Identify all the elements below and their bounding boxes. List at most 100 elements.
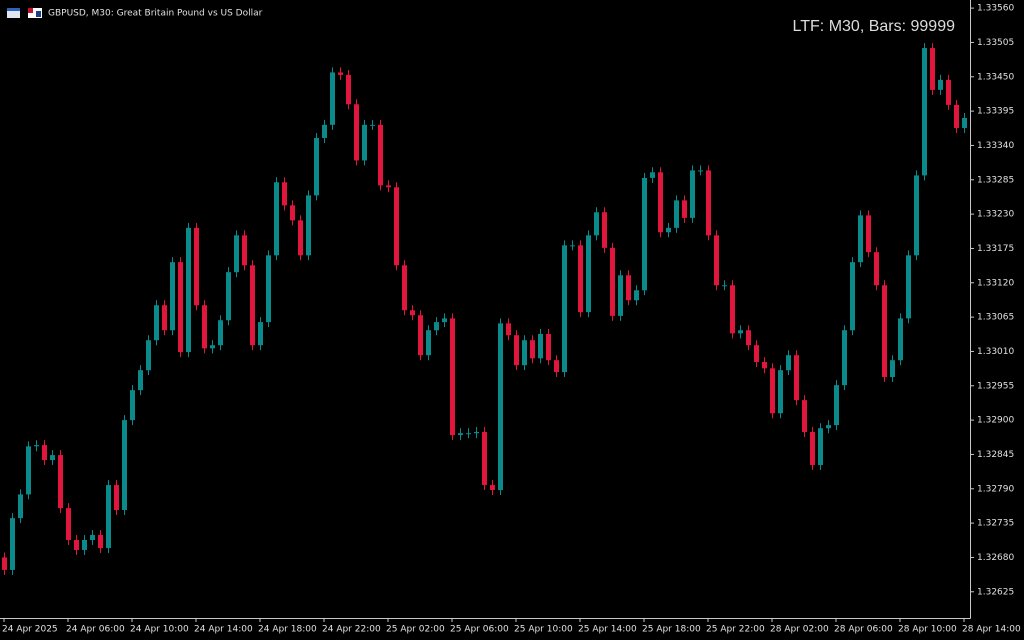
candle-body — [66, 508, 71, 540]
candle-body — [146, 340, 151, 371]
candle-body — [650, 172, 655, 178]
x-tick-label: 24 Apr 10:00 — [130, 625, 189, 635]
candle-body — [90, 534, 95, 540]
candle-body — [794, 355, 799, 401]
chart-title: GBPUSD, M30: Great Britain Pound vs US D… — [48, 9, 263, 19]
candle-body — [434, 322, 439, 331]
y-tick-label: 1.33010 — [977, 347, 1014, 357]
y-tick-label: 1.33175 — [977, 244, 1014, 254]
candle-body — [386, 185, 391, 188]
candle-body — [394, 187, 399, 266]
icon-body — [7, 8, 20, 18]
candle-body — [370, 124, 375, 126]
candle-body — [50, 455, 55, 461]
candle-body — [706, 170, 711, 236]
candle-body — [314, 137, 319, 196]
y-tick-label: 1.33340 — [977, 141, 1014, 151]
candle-body — [786, 355, 791, 371]
candle-body — [170, 262, 175, 331]
candle-body — [962, 117, 967, 128]
icon-top — [7, 8, 20, 11]
candle-body — [282, 182, 287, 206]
symbol-icon[interactable] — [28, 8, 42, 18]
candle-body — [762, 362, 767, 369]
menu-icon[interactable] — [7, 8, 20, 18]
x-tick-label: 25 Apr 22:00 — [706, 625, 765, 635]
candle-body — [578, 245, 583, 313]
candle-body — [586, 235, 591, 313]
candle-body — [202, 305, 207, 349]
candle-body — [226, 272, 231, 321]
x-tick-label: 24 Apr 14:00 — [194, 625, 253, 635]
candle-body — [626, 275, 631, 301]
candle-body — [402, 265, 407, 311]
candle-body — [850, 262, 855, 331]
candle-body — [714, 235, 719, 286]
y-tick-label: 1.33120 — [977, 278, 1014, 288]
candle-body — [898, 318, 903, 361]
candle-body — [658, 172, 663, 233]
x-tick-label: 28 Apr 06:00 — [834, 625, 893, 635]
candle-body — [506, 323, 511, 336]
y-tick-label: 1.32955 — [977, 381, 1014, 391]
candle-body — [194, 227, 199, 306]
candle-body — [754, 345, 759, 363]
candle-body — [802, 400, 807, 432]
x-tick-label: 25 Apr 06:00 — [450, 625, 509, 635]
candle-body — [570, 245, 575, 247]
candle-body — [946, 79, 951, 105]
candle-body — [114, 485, 119, 511]
candle-body — [258, 322, 263, 346]
candle-body — [522, 340, 527, 366]
candle-body — [866, 215, 871, 253]
candle-body — [890, 360, 895, 378]
candle-body — [266, 255, 271, 323]
y-tick-label: 1.32790 — [977, 484, 1014, 494]
candle-body — [834, 385, 839, 426]
y-tick-label: 1.33450 — [977, 72, 1014, 82]
x-tick-label: 25 Apr 10:00 — [514, 625, 573, 635]
candle-body — [186, 227, 191, 353]
candle-body — [378, 124, 383, 186]
candle-body — [594, 212, 599, 236]
candle-body — [274, 182, 279, 256]
candle-body — [330, 72, 335, 125]
candle-body — [474, 431, 479, 434]
candle-body — [826, 425, 831, 429]
candle-body — [514, 335, 519, 366]
y-tick-label: 1.33065 — [977, 313, 1014, 323]
icon-body — [28, 8, 42, 18]
candle-body — [162, 305, 167, 331]
candle-body — [666, 227, 671, 233]
candle-body — [610, 247, 615, 316]
y-tick-label: 1.33285 — [977, 175, 1014, 185]
candle-body — [298, 220, 303, 256]
candle-body — [618, 275, 623, 316]
candle-body — [930, 48, 935, 90]
candle-body — [218, 320, 223, 346]
candle-body — [922, 48, 927, 176]
candle-body — [634, 290, 639, 301]
x-tick-label: 25 Apr 02:00 — [386, 625, 445, 635]
x-tick-label: 28 Apr 10:00 — [898, 625, 957, 635]
y-tick-label: 1.33395 — [977, 107, 1014, 117]
annotation: LTF: M30, Bars: 99999 — [793, 18, 956, 35]
candle-body — [82, 539, 87, 550]
candle-body — [914, 175, 919, 256]
candle-body — [538, 333, 543, 359]
candle-body — [458, 433, 463, 436]
y-tick-label: 1.32625 — [977, 587, 1014, 597]
candle-body — [698, 170, 703, 172]
candle-body — [674, 200, 679, 228]
candle-body — [130, 390, 135, 421]
candle-body — [722, 285, 727, 287]
candle-body — [778, 370, 783, 414]
candle-body — [18, 494, 23, 519]
candle-body — [74, 539, 79, 550]
candle-body — [642, 177, 647, 291]
candle-body — [490, 485, 495, 491]
candle-body — [2, 557, 7, 570]
candle-body — [602, 212, 607, 248]
y-tick-label: 1.32845 — [977, 450, 1014, 460]
